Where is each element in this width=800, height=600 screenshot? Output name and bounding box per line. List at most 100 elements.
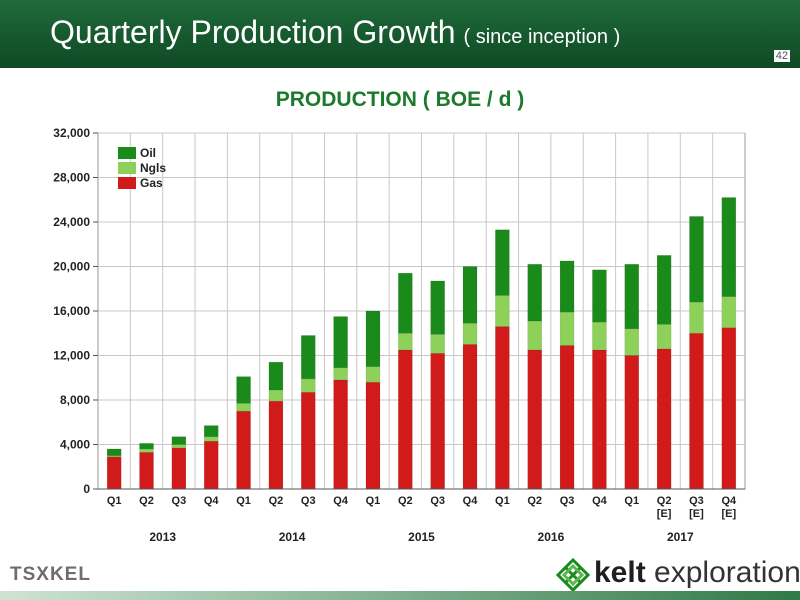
bar-segment-gas — [333, 379, 348, 490]
bar-segment-ngls — [624, 328, 640, 356]
bar-segment-ngls — [592, 321, 607, 351]
slide-title-text: Quarterly Production Growth — [50, 14, 456, 50]
year-label: 2016 — [538, 530, 565, 544]
y-tick-label: 32,000 — [53, 126, 90, 140]
legend-label-ngls: Ngls — [140, 161, 166, 175]
tsx-logo: TSXKEL — [10, 564, 91, 586]
bar-segment-ngls — [301, 378, 316, 393]
bar-segment-ngls — [430, 334, 445, 354]
x-tick-label: Q1 — [366, 495, 381, 507]
company-logo: kelt exploration — [556, 556, 800, 594]
x-tick-label: Q3 — [560, 495, 575, 507]
bar-segment-ngls — [495, 295, 510, 327]
bar-segment-oil — [592, 269, 607, 323]
legend-swatch-ngls — [118, 162, 136, 174]
bar-segment-gas — [365, 381, 381, 490]
x-tick-label: Q2 — [269, 495, 284, 507]
bar-segment-oil — [106, 448, 122, 456]
bar-segment-gas — [301, 391, 316, 490]
y-tick-label: 4,000 — [60, 438, 90, 452]
bar-segment-oil — [527, 264, 542, 322]
production-chart: 0 4,000 8,000 12,000 16,000 20,000 24,000 28,00… — [53, 126, 746, 544]
bar-segment-gas — [689, 333, 704, 490]
bar-segment-ngls — [656, 324, 672, 350]
bar-segment-gas — [203, 440, 219, 490]
x-tick-label: Q4 — [204, 495, 220, 507]
bar-segment-gas — [268, 400, 284, 490]
x-tick-label: Q3 — [172, 495, 187, 507]
legend-label-oil: Oil — [140, 146, 156, 160]
y-tick-label: 20,000 — [53, 260, 90, 274]
legend-swatch-gas — [118, 177, 136, 189]
bar-segment-ngls — [171, 444, 187, 449]
bar-segment-gas — [527, 349, 542, 490]
x-tick-label: Q2 — [398, 495, 413, 507]
bar-segment-ngls — [527, 320, 542, 351]
y-tick-label: 8,000 — [60, 393, 90, 407]
bar-segment-ngls — [559, 311, 575, 346]
bar-segment-oil — [236, 376, 251, 404]
bar-segment-gas — [139, 452, 154, 490]
chart-title: PRODUCTION ( BOE / d ) — [275, 88, 525, 111]
bar-segment-gas — [592, 349, 607, 490]
y-tick-label: 24,000 — [53, 215, 90, 229]
bar-segment-oil — [656, 255, 672, 325]
bar-segment-oil — [301, 335, 316, 380]
bar-segment-ngls — [236, 403, 251, 412]
bar-segment-oil — [689, 216, 704, 303]
bar-segment-ngls — [721, 296, 737, 328]
x-tick-label: Q4 — [463, 495, 479, 507]
bar-segment-oil — [462, 266, 478, 324]
bar-segment-gas — [462, 344, 478, 490]
bar-segment-gas — [398, 349, 413, 490]
company-name: kelt exploration — [594, 556, 800, 590]
y-tick-label: 16,000 — [53, 304, 90, 318]
bar-segment-oil — [365, 310, 381, 367]
bar-segment-ngls — [333, 367, 348, 381]
x-tick-label: Q3 — [430, 495, 445, 507]
bar-segment-oil — [559, 260, 575, 313]
bar-segment-gas — [624, 355, 640, 490]
legend-label-gas: Gas — [140, 176, 163, 190]
bar-segment-ngls — [268, 389, 284, 402]
company-name-bold: kelt — [594, 556, 646, 589]
year-label: 2013 — [149, 530, 176, 544]
year-label: 2014 — [279, 530, 306, 544]
x-tick-label: Q2 — [139, 495, 154, 507]
bar-segment-oil — [171, 436, 187, 445]
bar-segment-oil — [495, 229, 510, 296]
tsx-label: TSX — [10, 564, 50, 585]
bar-segment-ngls — [398, 333, 413, 351]
x-tick-label: Q2 [E] — [657, 495, 672, 520]
x-tick-label: Q3 [E] — [689, 495, 704, 520]
bar-segment-ngls — [203, 436, 219, 442]
x-tick-label: Q2 — [527, 495, 542, 507]
bar-segment-gas — [495, 326, 510, 490]
bar-segment-oil — [268, 361, 284, 391]
bar-segment-oil — [203, 425, 219, 437]
bar-segment-ngls — [689, 301, 704, 334]
bar-segment-ngls — [462, 322, 478, 345]
bar-segment-gas — [106, 456, 122, 490]
x-tick-label: Q3 — [301, 495, 316, 507]
bar-segment-ngls — [139, 448, 154, 453]
chart-title-wrap: PRODUCTION ( BOE / d ) — [0, 88, 800, 112]
x-tick-label: Q4 — [592, 495, 608, 507]
bar-segment-oil — [721, 197, 737, 297]
bar-segment-gas — [656, 348, 672, 490]
x-tick-label: Q1 — [624, 495, 639, 507]
x-tick-label: Q4 [E] — [721, 495, 737, 520]
y-tick-label: 12,000 — [53, 349, 90, 363]
slide-subtitle: ( since inception ) — [463, 26, 621, 48]
bar-segment-oil — [333, 316, 348, 368]
year-label: 2015 — [408, 530, 435, 544]
x-tick-label: Q4 — [333, 495, 349, 507]
x-tick-label: Q1 — [236, 495, 251, 507]
y-tick-label: 0 — [83, 482, 90, 496]
bar-segment-oil — [398, 272, 413, 334]
bar-segment-oil — [430, 280, 445, 335]
tsx-ticker: KEL — [49, 564, 91, 585]
bar-segment-gas — [430, 353, 445, 490]
legend-swatch-oil — [118, 147, 136, 159]
year-label: 2017 — [667, 530, 694, 544]
